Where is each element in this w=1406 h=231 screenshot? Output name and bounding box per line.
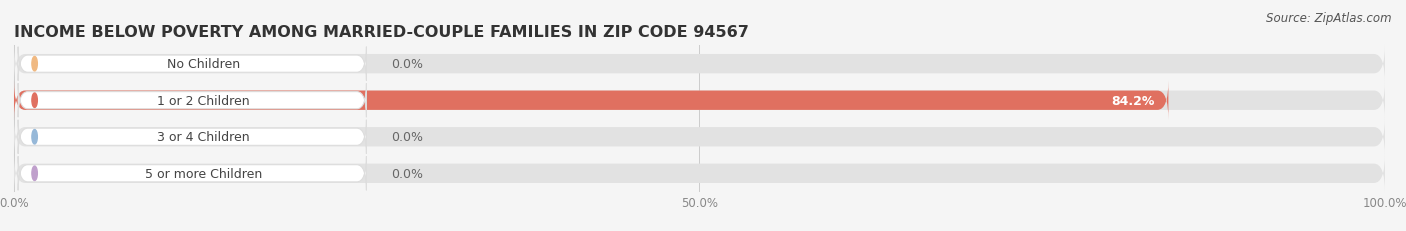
FancyBboxPatch shape	[14, 81, 1385, 120]
Text: 3 or 4 Children: 3 or 4 Children	[157, 131, 249, 144]
Text: 0.0%: 0.0%	[391, 131, 423, 144]
FancyBboxPatch shape	[14, 118, 1385, 157]
Text: 84.2%: 84.2%	[1111, 94, 1154, 107]
Circle shape	[32, 166, 38, 181]
Circle shape	[32, 94, 38, 108]
FancyBboxPatch shape	[18, 120, 367, 154]
Text: 0.0%: 0.0%	[391, 167, 423, 180]
Circle shape	[32, 130, 38, 144]
Circle shape	[32, 57, 38, 72]
FancyBboxPatch shape	[18, 84, 367, 118]
FancyBboxPatch shape	[14, 81, 1168, 120]
Text: 0.0%: 0.0%	[391, 58, 423, 71]
Text: Source: ZipAtlas.com: Source: ZipAtlas.com	[1267, 12, 1392, 24]
FancyBboxPatch shape	[14, 154, 1385, 193]
FancyBboxPatch shape	[18, 48, 367, 81]
Text: 5 or more Children: 5 or more Children	[145, 167, 262, 180]
Text: 1 or 2 Children: 1 or 2 Children	[157, 94, 249, 107]
FancyBboxPatch shape	[18, 157, 367, 190]
Text: INCOME BELOW POVERTY AMONG MARRIED-COUPLE FAMILIES IN ZIP CODE 94567: INCOME BELOW POVERTY AMONG MARRIED-COUPL…	[14, 24, 749, 40]
FancyBboxPatch shape	[14, 45, 1385, 84]
Text: No Children: No Children	[167, 58, 240, 71]
